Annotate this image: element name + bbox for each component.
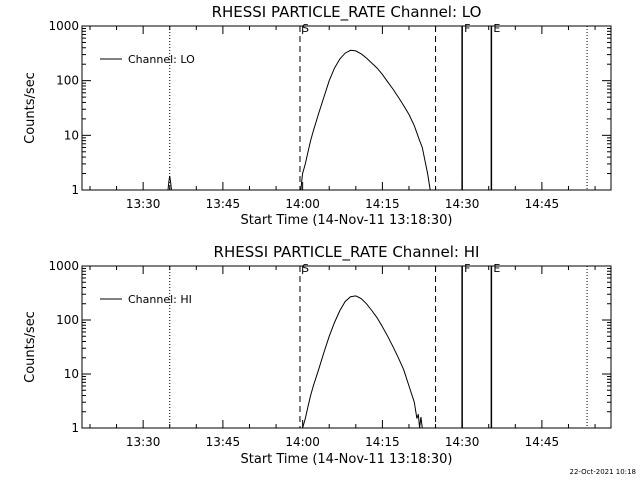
- event-marker-label: F: [464, 262, 470, 275]
- chart-panel-lo: RHESSI PARTICLE_RATE Channel: LO Counts/s…: [23, 3, 612, 228]
- x-tick-label: 14:45: [525, 435, 560, 449]
- y-tick-label: 1000: [48, 19, 79, 33]
- x-tick-label: 14:30: [445, 197, 480, 211]
- chart-title: RHESSI PARTICLE_RATE Channel: HI: [214, 243, 480, 262]
- y-tick-label: 1: [71, 183, 79, 197]
- x-tick-label: 13:45: [206, 197, 241, 211]
- footer-timestamp: 22-Oct-2021 10:18: [570, 468, 636, 476]
- y-tick-label: 1000: [48, 259, 79, 273]
- x-tick-label: 14:00: [285, 197, 320, 211]
- y-tick-label: 10: [64, 367, 79, 381]
- x-tick-label: 14:15: [365, 197, 400, 211]
- x-tick-label: 14:45: [525, 197, 560, 211]
- event-marker-label: F: [464, 22, 470, 35]
- legend-label: Channel: LO: [128, 53, 195, 66]
- plot-frame: [81, 25, 612, 191]
- y-tick-label: 1: [71, 421, 79, 435]
- y-axis-label: Counts/sec: [23, 311, 38, 383]
- x-axis-label: Start Time (14-Nov-11 13:18:30): [241, 213, 453, 228]
- y-tick-label: 100: [56, 74, 79, 88]
- x-tick-label: 14:00: [285, 435, 320, 449]
- event-marker-label: S: [302, 22, 309, 35]
- y-axis-label: Counts/sec: [23, 72, 38, 144]
- y-tick-label: 10: [64, 128, 79, 142]
- x-tick-label: 14:30: [445, 435, 480, 449]
- chart-panel-hi: RHESSI PARTICLE_RATE Channel: HI Counts/s…: [23, 243, 612, 467]
- x-tick-label: 14:15: [365, 435, 400, 449]
- x-tick-label: 13:30: [126, 197, 161, 211]
- event-marker-label: S: [302, 262, 309, 275]
- x-axis-label: Start Time (14-Nov-11 13:18:30): [241, 452, 453, 467]
- event-marker-label: E: [493, 22, 500, 35]
- x-tick-label: 13:30: [126, 435, 161, 449]
- x-tick-label: 13:45: [206, 435, 241, 449]
- series-line: [302, 295, 423, 429]
- plot-frame: [81, 265, 612, 429]
- series-line: [167, 49, 431, 191]
- y-tick-label: 100: [56, 313, 79, 327]
- event-marker-label: E: [493, 262, 500, 275]
- chart-title: RHESSI PARTICLE_RATE Channel: LO: [212, 3, 482, 22]
- legend-label: Channel: HI: [128, 293, 192, 306]
